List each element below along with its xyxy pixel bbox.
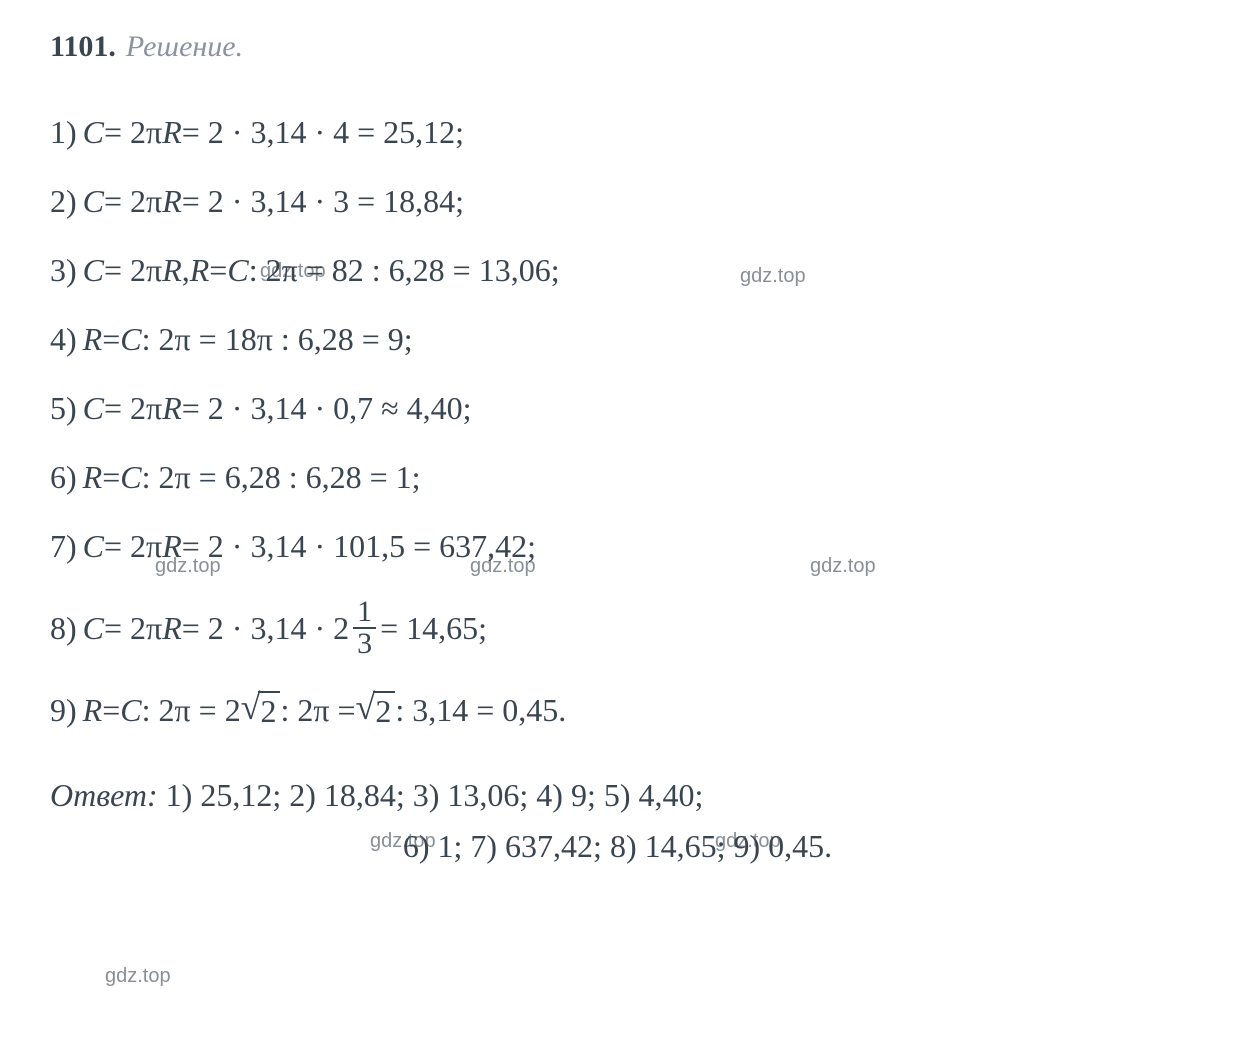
equation-2: 2) C = 2π R = 2 · 3,14 · 3 = 18,84; <box>50 183 1185 220</box>
watermark: gdz.top <box>810 555 876 578</box>
equation-list: 1) C = 2π R = 2 · 3,14 · 4 = 25,12; 2) C… <box>50 114 1185 730</box>
radicand: 2 <box>258 691 280 730</box>
eq-text: = 2π <box>104 390 162 427</box>
equation-1: 1) C = 2π R = 2 · 3,14 · 4 = 25,12; <box>50 114 1185 151</box>
eq-var: C <box>83 183 104 220</box>
eq-text: = <box>102 459 120 496</box>
equation-3: 3) C = 2π R , R = C : 2π = 82 : 6,28 = 1… <box>50 252 1185 289</box>
eq-text: : 3,14 = 0,45. <box>395 692 566 729</box>
problem-header: 1101. Решение. <box>50 30 1185 64</box>
eq-number: 5) <box>50 390 77 427</box>
sqrt: √ 2 <box>356 691 396 730</box>
eq-var: C <box>83 610 104 647</box>
eq-text: = 14,65; <box>380 610 487 647</box>
eq-text: = 2π <box>104 610 162 647</box>
eq-number: 3) <box>50 252 77 289</box>
eq-var: R <box>162 114 182 151</box>
eq-var: R <box>190 252 210 289</box>
eq-var: C <box>83 114 104 151</box>
equation-6: 6) R = C : 2π = 6,28 : 6,28 = 1; <box>50 459 1185 496</box>
eq-text: = 2π <box>104 528 162 565</box>
eq-text: = <box>209 252 227 289</box>
watermark: gdz.top <box>155 555 221 578</box>
answer-line-2: 6) 1; 7) 637,42; 8) 14,65; 9) 0,45. <box>50 821 1185 872</box>
answer-label: Ответ: <box>50 777 158 813</box>
eq-text: = 2 · 3,14 · 3 = 18,84; <box>182 183 464 220</box>
eq-var: C <box>120 692 141 729</box>
watermark: gdz.top <box>740 265 806 288</box>
eq-text: = 2π <box>104 183 162 220</box>
equation-5: 5) C = 2π R = 2 · 3,14 · 0,7 ≈ 4,40; <box>50 390 1185 427</box>
eq-text: = <box>102 692 120 729</box>
eq-var: C <box>120 459 141 496</box>
eq-number: 8) <box>50 610 77 647</box>
denominator: 3 <box>353 629 376 659</box>
eq-number: 6) <box>50 459 77 496</box>
watermark: gdz.top <box>470 555 536 578</box>
eq-text: = <box>102 321 120 358</box>
eq-text: : 2π = 6,28 : 6,28 = 1; <box>142 459 421 496</box>
eq-var: R <box>83 692 103 729</box>
eq-text: = 2π <box>104 114 162 151</box>
fraction: 1 3 <box>353 597 376 659</box>
eq-var: C <box>83 528 104 565</box>
eq-var: R <box>83 459 103 496</box>
eq-var: R <box>83 321 103 358</box>
eq-text: : 2π = <box>280 692 355 729</box>
eq-number: 2) <box>50 183 77 220</box>
watermark: gdz.top <box>105 965 171 988</box>
radicand: 2 <box>373 691 395 730</box>
eq-text: , <box>182 252 190 289</box>
problem-number: 1101. <box>50 30 116 63</box>
watermark: gdz.top <box>370 830 436 853</box>
eq-var: C <box>83 252 104 289</box>
answer-line-1: Ответ: 1) 25,12; 2) 18,84; 3) 13,06; 4) … <box>50 770 1185 821</box>
eq-var: C <box>227 252 248 289</box>
eq-var: R <box>162 183 182 220</box>
answer-text: 1) 25,12; 2) 18,84; 3) 13,06; 4) 9; 5) 4… <box>158 777 704 813</box>
eq-number: 9) <box>50 692 77 729</box>
answer-block: Ответ: 1) 25,12; 2) 18,84; 3) 13,06; 4) … <box>50 770 1185 872</box>
eq-var: C <box>120 321 141 358</box>
eq-var: R <box>162 252 182 289</box>
eq-text: = 2 · 3,14 · 0,7 ≈ 4,40; <box>182 390 472 427</box>
eq-var: C <box>83 390 104 427</box>
equation-8: 8) C = 2π R = 2 · 3,14 · 2 1 3 = 14,65; <box>50 597 1185 659</box>
mixed-fraction: 1 3 <box>349 597 380 659</box>
eq-text: = 2π <box>104 252 162 289</box>
eq-var: R <box>162 610 182 647</box>
eq-number: 1) <box>50 114 77 151</box>
equation-9: 9) R = C : 2π = 2 √ 2 : 2π = √ 2 : 3,14 … <box>50 691 1185 730</box>
eq-text: : 2π = 18π : 6,28 = 9; <box>142 321 413 358</box>
solution-label: Решение. <box>126 30 243 63</box>
equation-4: 4) R = C : 2π = 18π : 6,28 = 9; <box>50 321 1185 358</box>
eq-var: R <box>162 390 182 427</box>
watermark: gdz.top <box>715 830 781 853</box>
eq-number: 7) <box>50 528 77 565</box>
eq-text: = 2 · 3,14 · 2 <box>182 610 349 647</box>
numerator: 1 <box>353 597 376 629</box>
sqrt: √ 2 <box>241 691 281 730</box>
eq-text: = 2 · 3,14 · 4 = 25,12; <box>182 114 464 151</box>
eq-text: : 2π = 2 <box>142 692 241 729</box>
eq-number: 4) <box>50 321 77 358</box>
watermark: gdz.top <box>260 260 326 283</box>
